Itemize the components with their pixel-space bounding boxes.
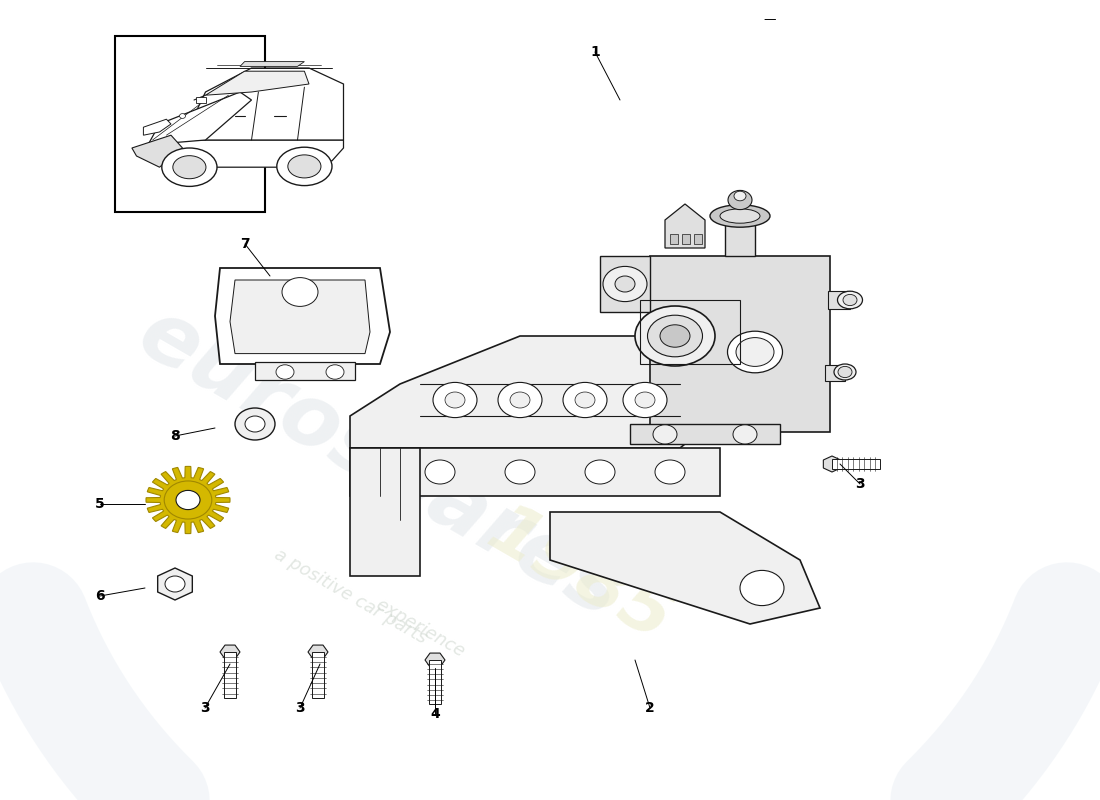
Bar [694, 234, 702, 244]
Polygon shape [600, 256, 650, 312]
Polygon shape [832, 459, 880, 469]
Circle shape [733, 425, 757, 444]
Text: experience: experience [372, 595, 468, 661]
Text: 8: 8 [170, 429, 180, 443]
Circle shape [326, 365, 344, 379]
Polygon shape [166, 68, 343, 140]
Circle shape [740, 570, 784, 606]
Text: 7: 7 [240, 237, 250, 251]
Polygon shape [823, 456, 840, 472]
Polygon shape [206, 71, 309, 95]
Ellipse shape [277, 147, 332, 186]
Ellipse shape [727, 331, 782, 373]
Circle shape [510, 392, 530, 408]
Polygon shape [312, 652, 324, 698]
Polygon shape [725, 224, 755, 256]
Circle shape [179, 114, 186, 118]
Circle shape [838, 366, 853, 378]
Polygon shape [350, 448, 420, 576]
Text: —: — [763, 14, 777, 26]
Circle shape [433, 382, 477, 418]
Polygon shape [550, 512, 820, 624]
Circle shape [623, 382, 667, 418]
Circle shape [164, 481, 212, 519]
Circle shape [446, 392, 465, 408]
Polygon shape [157, 568, 192, 600]
Circle shape [276, 365, 294, 379]
Polygon shape [224, 652, 236, 698]
Text: 3: 3 [295, 701, 305, 715]
Text: 1985: 1985 [475, 496, 684, 656]
Polygon shape [350, 336, 720, 448]
Ellipse shape [162, 148, 217, 186]
Circle shape [563, 382, 607, 418]
Ellipse shape [173, 156, 206, 178]
Circle shape [282, 278, 318, 306]
Polygon shape [350, 448, 720, 496]
Text: 6: 6 [96, 589, 104, 603]
Text: 5: 5 [95, 497, 104, 511]
Polygon shape [143, 140, 343, 167]
Text: a positive car parts: a positive car parts [271, 545, 429, 647]
Circle shape [654, 460, 685, 484]
Polygon shape [132, 135, 183, 167]
Circle shape [176, 490, 200, 510]
Circle shape [843, 294, 857, 306]
Polygon shape [630, 424, 780, 444]
Ellipse shape [837, 291, 862, 309]
Circle shape [734, 191, 746, 201]
Polygon shape [230, 280, 370, 354]
Ellipse shape [710, 205, 770, 227]
Circle shape [728, 190, 752, 210]
Circle shape [585, 460, 615, 484]
Circle shape [653, 425, 676, 444]
Polygon shape [146, 466, 230, 534]
Circle shape [498, 382, 542, 418]
Circle shape [603, 266, 647, 302]
Text: eurospares: eurospares [123, 292, 637, 636]
Text: 1: 1 [590, 45, 600, 59]
Polygon shape [240, 62, 305, 66]
Polygon shape [148, 92, 252, 145]
Ellipse shape [736, 338, 774, 366]
Polygon shape [196, 97, 206, 103]
Circle shape [425, 460, 455, 484]
Bar [828, 291, 850, 309]
Text: 3: 3 [855, 477, 865, 491]
Polygon shape [143, 119, 170, 135]
Polygon shape [220, 645, 240, 659]
Ellipse shape [648, 315, 703, 357]
Text: 3: 3 [200, 701, 210, 715]
Polygon shape [429, 660, 441, 704]
Bar [255, 362, 355, 380]
Polygon shape [214, 268, 390, 364]
Ellipse shape [660, 325, 690, 347]
Circle shape [615, 276, 635, 292]
Ellipse shape [288, 155, 321, 178]
Circle shape [635, 392, 654, 408]
Text: 2: 2 [645, 701, 654, 715]
Polygon shape [425, 653, 446, 667]
Text: 4: 4 [430, 706, 440, 721]
Polygon shape [650, 256, 830, 432]
Ellipse shape [834, 364, 856, 380]
Circle shape [165, 576, 185, 592]
Circle shape [505, 460, 535, 484]
Ellipse shape [720, 209, 760, 223]
Bar [116, 36, 265, 212]
Bar [682, 234, 690, 244]
Polygon shape [308, 645, 328, 659]
Bar [670, 234, 678, 244]
Circle shape [575, 392, 595, 408]
Bar [825, 365, 845, 381]
Circle shape [235, 408, 275, 440]
Polygon shape [666, 204, 705, 248]
Circle shape [245, 416, 265, 432]
Ellipse shape [635, 306, 715, 366]
